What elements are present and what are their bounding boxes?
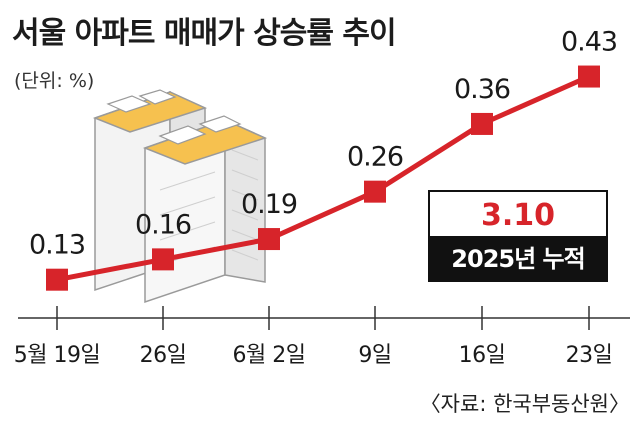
unit-label: (단위: %) bbox=[14, 70, 95, 92]
chart-title: 서울 아파트 매매가 상승률 추이 bbox=[12, 16, 397, 51]
apartment-illustration bbox=[92, 89, 268, 304]
data-point-marker bbox=[258, 228, 280, 251]
x-tick-label: 16일 bbox=[459, 343, 506, 368]
source-note: 〈자료: 한국부동산원〉 bbox=[419, 392, 630, 416]
data-label: 0.26 bbox=[347, 142, 403, 173]
x-tick-label: 5월 19일 bbox=[14, 343, 100, 368]
data-point-marker bbox=[364, 180, 386, 203]
x-tick-label: 6월 2일 bbox=[233, 343, 306, 368]
x-tick-label: 23일 bbox=[566, 343, 613, 368]
x-tick-label: 9일 bbox=[358, 343, 391, 368]
cumulative-total-value: 3.10 bbox=[428, 190, 608, 238]
x-tick-label: 26일 bbox=[140, 343, 187, 368]
data-label: 0.43 bbox=[561, 27, 617, 58]
cumulative-total-box: 3.10 2025년 누적 bbox=[428, 190, 608, 284]
data-point-marker bbox=[471, 112, 493, 135]
data-point-marker bbox=[152, 248, 174, 271]
data-label: 0.36 bbox=[454, 74, 510, 105]
data-label: 0.16 bbox=[135, 209, 191, 240]
series-line bbox=[56, 74, 591, 283]
cumulative-total-label: 2025년 누적 bbox=[428, 236, 608, 282]
data-point-marker bbox=[46, 268, 68, 291]
data-label: 0.19 bbox=[241, 189, 297, 220]
data-point-marker bbox=[578, 65, 600, 88]
data-label: 0.13 bbox=[29, 230, 85, 261]
